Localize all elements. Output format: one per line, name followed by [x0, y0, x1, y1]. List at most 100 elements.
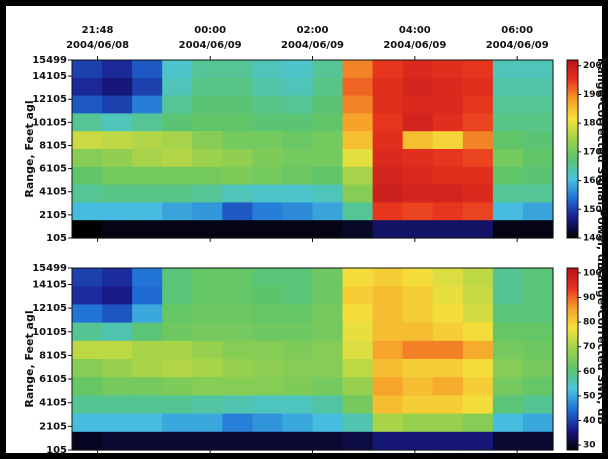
heatmap-cell [222, 166, 253, 186]
heatmap-cell [162, 413, 193, 433]
heatmap-cell [312, 359, 344, 378]
heatmap-cell [432, 340, 464, 360]
heatmap-cell [282, 220, 314, 239]
heatmap-panel [72, 268, 554, 451]
heatmap-cell [462, 340, 494, 360]
heatmap-cell [192, 113, 223, 132]
heatmap-cell [162, 359, 193, 378]
heatmap-cell [192, 304, 223, 324]
colorbar-tick-label: 140 [583, 234, 602, 244]
heatmap-cell [102, 131, 133, 150]
heatmap-cell [162, 95, 193, 114]
heatmap-cell [312, 131, 344, 150]
heatmap-cell [462, 166, 494, 186]
heatmap-cell [522, 322, 554, 342]
heatmap-cell [282, 77, 314, 97]
heatmap-cell [102, 395, 133, 415]
heatmap-cell [132, 395, 163, 415]
heatmap-cell [342, 184, 374, 203]
x-tick-date: 2004/06/09 [486, 40, 549, 51]
heatmap-cell [342, 166, 374, 186]
heatmap-cell [492, 202, 524, 221]
heatmap-cell [252, 149, 284, 168]
heatmap-cell [522, 340, 554, 360]
y-tick-label: 15499 [32, 263, 67, 274]
heatmap-cell [462, 377, 494, 396]
heatmap-cell [522, 184, 554, 203]
heatmap-cell [102, 359, 133, 378]
heatmap-cell [432, 286, 464, 305]
heatmap-cell [282, 268, 314, 287]
heatmap-cell [492, 395, 524, 415]
heatmap-cell [192, 166, 223, 186]
heatmap-cell [192, 431, 223, 451]
heatmap-cell [72, 286, 103, 305]
heatmap-cell [192, 322, 223, 342]
heatmap-cell [462, 395, 494, 415]
y-tick-label: 14105 [32, 279, 67, 290]
heatmap-cell [522, 77, 554, 97]
heatmap-cell [102, 60, 133, 79]
heatmap-cell [312, 304, 344, 324]
heatmap-cell [342, 359, 374, 378]
heatmap-cell [402, 286, 434, 305]
heatmap-cell [402, 149, 434, 168]
heatmap-cell [252, 377, 284, 396]
heatmap-cell [222, 95, 253, 114]
heatmap-cell [132, 95, 163, 114]
y-tick-label: 15499 [32, 55, 67, 66]
heatmap-cell [132, 413, 163, 433]
heatmap-cell [192, 268, 223, 287]
heatmap-cell [402, 359, 434, 378]
heatmap-cell [282, 131, 314, 150]
heatmap-cell [432, 95, 464, 114]
heatmap-cell [102, 220, 133, 239]
heatmap-cell [312, 340, 344, 360]
y-tick-label: 6105 [39, 374, 67, 385]
heatmap-cell [162, 113, 193, 132]
colorbar-tick-label: 30 [583, 441, 596, 451]
colorbar-label: Range-Corrected SNR, dB [595, 266, 608, 425]
heatmap-cell [72, 431, 103, 451]
heatmap-cell [342, 131, 374, 150]
y-tick-label: 14105 [32, 71, 67, 82]
y-tick-label: 12105 [32, 303, 67, 314]
heatmap-cell [402, 113, 434, 132]
heatmap-cell [462, 322, 494, 342]
heatmap-cell [252, 359, 284, 378]
heatmap-cell [102, 184, 133, 203]
heatmap-cell [402, 340, 434, 360]
heatmap-cell [252, 286, 284, 305]
heatmap-cell [162, 184, 193, 203]
heatmap-cell [222, 359, 253, 378]
heatmap-cell [462, 184, 494, 203]
heatmap-cell [162, 202, 193, 221]
colorbar-tick-label: 80 [583, 318, 596, 328]
heatmap-cell [72, 95, 103, 114]
heatmap-cell [252, 60, 284, 79]
heatmap-cell [432, 131, 464, 150]
heatmap-cell [402, 304, 434, 324]
heatmap-cell [492, 77, 524, 97]
heatmap-cell [72, 184, 103, 203]
colorbar-tick-label: 150 [583, 205, 602, 215]
y-tick-label: 105 [46, 233, 67, 244]
heatmap-cell [432, 113, 464, 132]
heatmap-cell [72, 131, 103, 150]
heatmap-cell [522, 359, 554, 378]
colorbar-tick-label: 160 [583, 176, 602, 186]
heatmap-cell [522, 202, 554, 221]
heatmap-cell [432, 413, 464, 433]
heatmap-cell [192, 220, 223, 239]
heatmap-cell [372, 304, 404, 324]
heatmap-cell [342, 268, 374, 287]
heatmap-cell [522, 304, 554, 324]
heatmap-cell [312, 184, 344, 203]
y-tick-label: 10105 [32, 327, 67, 338]
heatmap-cell [372, 286, 404, 305]
heatmap-cell [372, 395, 404, 415]
heatmap-cell [72, 268, 103, 287]
heatmap-cell [372, 95, 404, 114]
x-tick-date: 2004/06/09 [383, 40, 446, 51]
heatmap-cell [282, 286, 314, 305]
